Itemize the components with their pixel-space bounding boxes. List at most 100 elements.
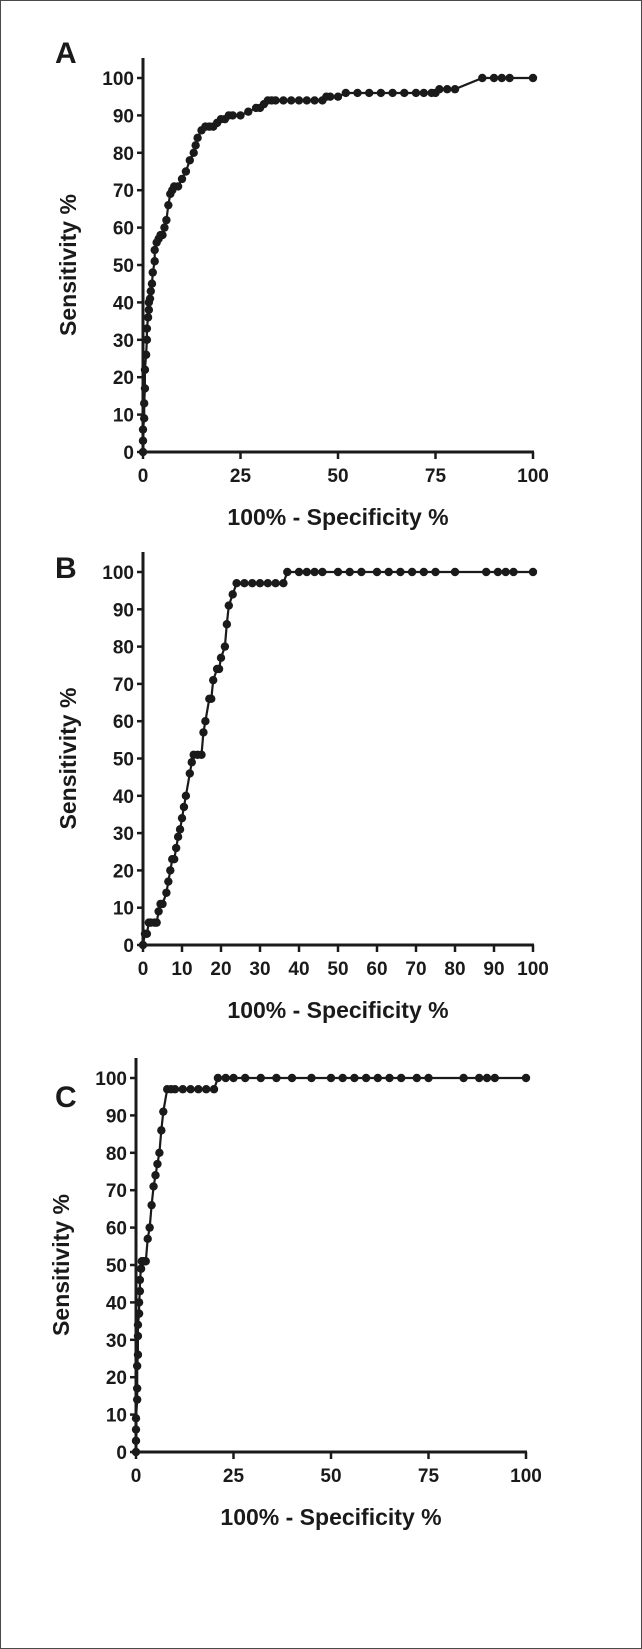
data-point <box>132 1395 142 1404</box>
data-point <box>193 133 202 143</box>
y-axis-label: Sensitivity % <box>55 688 81 830</box>
data-point <box>199 728 208 737</box>
data-point <box>376 88 386 98</box>
data-point <box>333 567 343 577</box>
data-point <box>145 294 155 303</box>
y-tick-label: 30 <box>113 331 134 352</box>
data-point <box>140 365 150 374</box>
y-tick-label: 80 <box>106 1144 127 1165</box>
data-point <box>173 832 183 842</box>
x-tick-label: 100 <box>517 959 549 980</box>
data-point <box>482 567 491 577</box>
data-point <box>478 73 487 83</box>
y-tick-label: 100 <box>102 563 134 584</box>
panel-letter-b: B <box>55 552 77 585</box>
data-point <box>152 918 161 927</box>
data-point <box>501 567 510 577</box>
data-point <box>283 567 292 577</box>
data-point <box>170 1085 180 1094</box>
data-point <box>373 1073 382 1083</box>
data-point <box>287 96 296 105</box>
data-point <box>384 567 393 577</box>
panel-a-plot: 0 10 20 30 40 50 60 70 80 90 100 0 25 50 75 100 100% - S… <box>55 58 549 530</box>
data-point <box>189 148 198 157</box>
x-tick-label: 75 <box>425 466 447 487</box>
data-point <box>136 1264 146 1273</box>
data-point <box>248 578 257 588</box>
y-tick-label: 20 <box>106 1368 127 1389</box>
data-point <box>131 1436 141 1445</box>
data-point <box>221 1073 230 1083</box>
data-point <box>450 567 460 577</box>
data-point <box>353 88 362 98</box>
data-point <box>222 620 232 629</box>
x-tick-label: 20 <box>210 959 231 980</box>
y-tick-label: 30 <box>106 1331 127 1352</box>
x-axis-label: 100% - Specificity % <box>220 1504 441 1530</box>
data-point <box>333 92 343 101</box>
data-point <box>294 96 304 105</box>
data-point <box>135 1286 145 1296</box>
y-tick-label: 100 <box>102 69 134 90</box>
data-point <box>187 758 196 767</box>
y-tick-label: 10 <box>113 406 134 427</box>
y-tick-label: 30 <box>113 824 134 845</box>
data-point <box>326 1073 336 1083</box>
y-tick-label: 40 <box>113 787 134 808</box>
data-point <box>154 907 163 916</box>
data-point <box>345 567 354 577</box>
data-point <box>160 223 169 232</box>
data-point <box>138 447 148 457</box>
data-point <box>191 141 200 150</box>
x-tick-label: 50 <box>327 959 348 980</box>
data-point <box>271 578 280 588</box>
data-point <box>134 1298 144 1307</box>
data-point <box>135 1275 145 1285</box>
data-point <box>228 111 237 120</box>
y-tick-label: 40 <box>106 1293 127 1314</box>
data-point <box>490 1073 499 1083</box>
y-tick-label: 60 <box>113 712 134 733</box>
x-tick-label: 50 <box>320 1466 341 1487</box>
data-point <box>419 88 428 98</box>
y-tick-label: 40 <box>113 293 134 314</box>
data-point <box>493 567 503 577</box>
data-point <box>263 578 272 588</box>
y-tick-label: 70 <box>106 1181 127 1202</box>
data-point <box>214 664 224 674</box>
data-point <box>338 1073 347 1083</box>
x-tick-label: 90 <box>483 959 504 980</box>
data-point <box>141 350 151 359</box>
data-point <box>139 399 149 408</box>
data-point <box>132 1361 142 1371</box>
data-point <box>177 813 187 823</box>
data-point <box>133 1350 143 1359</box>
data-point <box>145 1223 154 1232</box>
data-point <box>194 1085 203 1094</box>
panel-letter-a: A <box>55 37 77 70</box>
x-tick-label: 0 <box>138 959 149 980</box>
data-point <box>489 73 499 83</box>
y-tick-label: 100 <box>95 1069 127 1090</box>
y-tick-label: 10 <box>106 1406 127 1427</box>
data-point <box>132 1384 142 1393</box>
data-point <box>209 1085 219 1094</box>
x-tick-label: 25 <box>223 1466 245 1487</box>
y-tick-label: 10 <box>113 899 134 920</box>
data-point <box>396 567 405 577</box>
x-tick-label: 30 <box>249 959 270 980</box>
x-tick-label: 60 <box>366 959 387 980</box>
panel-b: B <box>55 552 77 585</box>
data-point <box>318 567 327 577</box>
data-point <box>256 1073 265 1083</box>
data-point <box>157 1126 166 1135</box>
data-point <box>450 85 460 94</box>
data-point <box>271 96 280 105</box>
data-point <box>412 1073 421 1083</box>
y-tick-label: 0 <box>116 1443 127 1464</box>
y-tick-label: 50 <box>113 256 134 277</box>
data-point <box>155 1148 164 1158</box>
data-point <box>139 414 149 423</box>
